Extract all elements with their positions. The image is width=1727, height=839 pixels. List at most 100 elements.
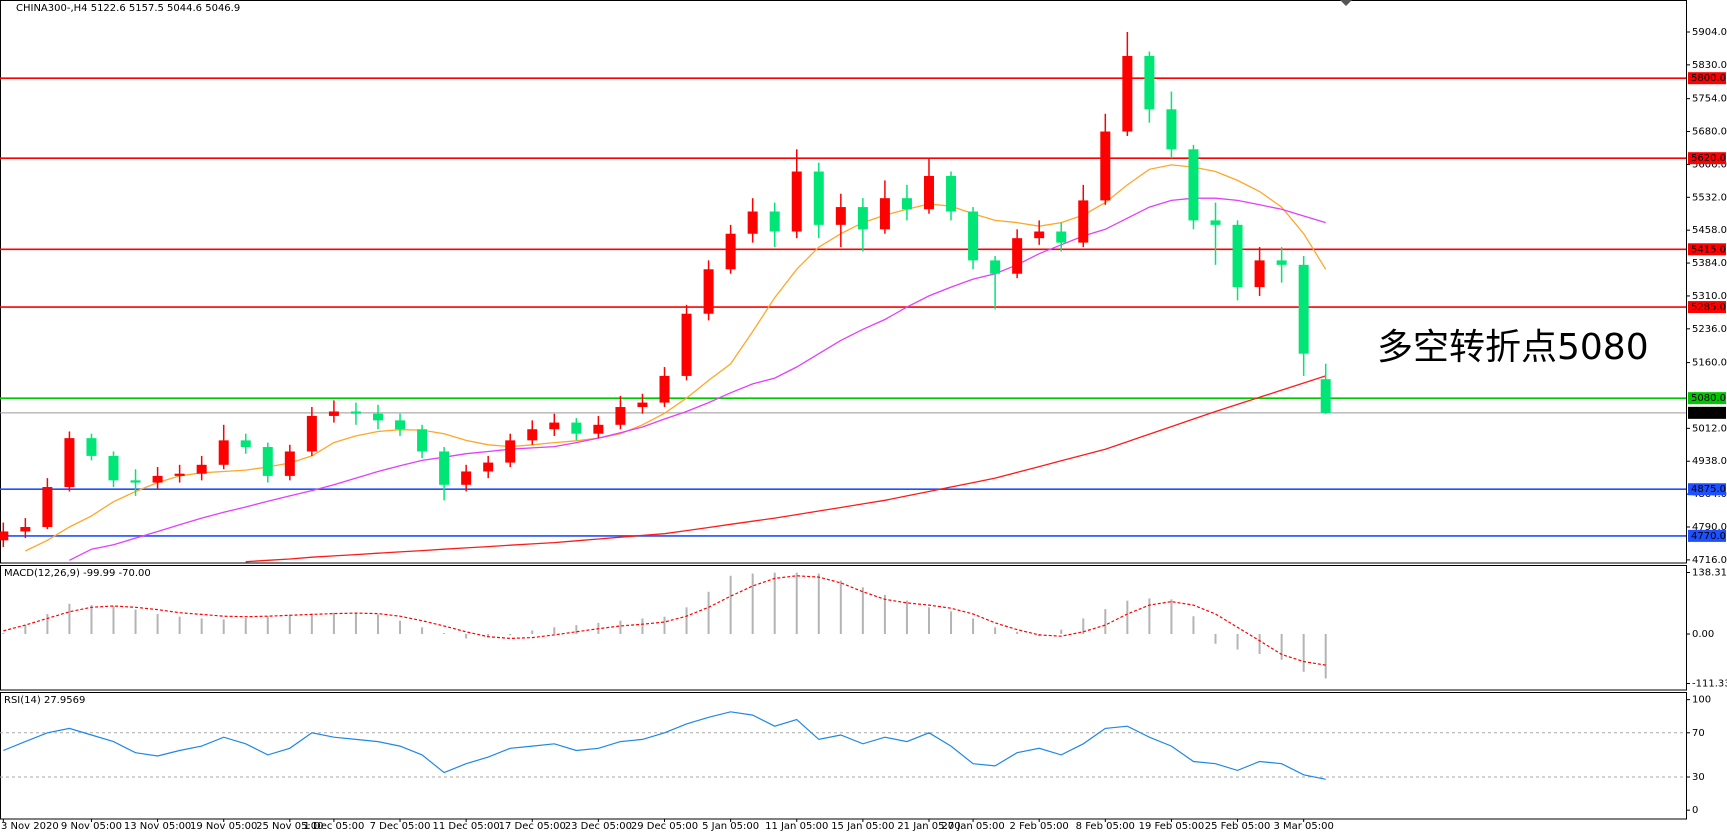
level-label-box [1688, 152, 1726, 165]
chart-header: CHINA300-,H4 5122.6 5157.5 5044.6 5046.9 [16, 3, 240, 14]
x-tick-label: 11 Dec 05:00 [433, 821, 500, 832]
candle-body [571, 422, 582, 434]
candle-body [174, 473, 185, 476]
x-tick-label: 7 Dec 05:00 [370, 821, 431, 832]
candle-body [108, 455, 119, 481]
y-tick-label: 5310.0 [1692, 291, 1727, 302]
candle-body [1166, 109, 1177, 150]
candle-body [284, 451, 295, 476]
y-tick-label: 4938.0 [1692, 456, 1727, 467]
candle-body [901, 198, 912, 210]
candle-body [86, 438, 97, 456]
level-label: 5080.0 [1691, 393, 1726, 404]
candle-body [549, 422, 560, 430]
candle-body [1122, 55, 1133, 132]
y-tick-label: 5680.0 [1692, 127, 1727, 138]
y-tick-label: -111.33 [1692, 678, 1727, 689]
candle-body [769, 211, 780, 232]
x-tick-label: 25 Nov 05:00 [256, 821, 323, 832]
x-tick-label: 1 Dec 05:00 [303, 821, 364, 832]
candle-body [130, 480, 141, 483]
moving-average [245, 375, 1326, 563]
level-label-box [1688, 301, 1726, 314]
candle-body [527, 429, 538, 441]
y-tick-label: 5606.0 [1692, 159, 1727, 170]
candle-body [483, 462, 494, 472]
level-label-box [1688, 529, 1726, 542]
y-tick-label: 5160.0 [1692, 358, 1727, 369]
candle-body [637, 402, 648, 408]
candle-body [593, 424, 604, 434]
y-tick-label: 138.31 [1692, 568, 1727, 579]
x-tick-label: 29 Dec 05:00 [631, 821, 698, 832]
x-tick-label: 19 Feb 05:00 [1139, 821, 1205, 832]
candle-body [306, 415, 317, 452]
candle-body [64, 438, 75, 488]
candle-body [857, 207, 868, 230]
main-panel-frame [0, 0, 1687, 564]
y-tick-label: 5532.0 [1692, 192, 1727, 203]
candle-body [372, 413, 383, 421]
candle-body [813, 171, 824, 225]
candle-body [1298, 264, 1309, 354]
candle-body [703, 269, 714, 314]
y-tick-label: 5830.0 [1692, 60, 1727, 71]
candle-body [0, 531, 9, 541]
y-tick-label: 0 [1692, 805, 1698, 816]
candle-body [615, 407, 626, 425]
candle-body [152, 475, 163, 483]
x-tick-label: 15 Jan 05:00 [831, 821, 894, 832]
level-label: 5620.0 [1691, 153, 1726, 164]
candle-body [20, 527, 31, 532]
x-tick-label: 23 Dec 05:00 [565, 821, 632, 832]
candle-body [659, 375, 670, 403]
x-tick-label: 27 Jan 05:00 [941, 821, 1004, 832]
candle-body [1232, 224, 1243, 288]
x-tick-label: 21 Jan 05:00 [897, 821, 960, 832]
candle-body [1320, 379, 1331, 413]
candle-body [1056, 231, 1067, 243]
y-tick-label: 5012.0 [1692, 423, 1727, 434]
y-tick-label: 5384.0 [1692, 258, 1727, 269]
candle-body [395, 420, 406, 430]
candle-body [505, 440, 516, 463]
candle-body [1254, 260, 1265, 288]
candle-body [725, 233, 736, 270]
candle-body [240, 440, 251, 448]
shift-marker [1340, 0, 1352, 6]
candle-body [1100, 131, 1111, 201]
x-tick-label: 8 Feb 05:00 [1076, 821, 1135, 832]
y-tick-label: 5904.0 [1692, 27, 1727, 38]
level-label-box [1688, 392, 1726, 405]
candle-body [791, 171, 802, 232]
candle-body [1144, 55, 1155, 110]
y-tick-label: 5458.0 [1692, 225, 1727, 236]
candle-body [968, 211, 979, 261]
y-tick-label: 5754.0 [1692, 94, 1727, 105]
candle-body [747, 211, 758, 234]
y-tick-label: 0.00 [1692, 629, 1714, 640]
x-tick-label: 13 Nov 05:00 [124, 821, 191, 832]
macd-panel-frame [0, 565, 1687, 691]
level-label: 4770.0 [1691, 531, 1726, 542]
x-tick-label: 5 Jan 05:00 [702, 821, 759, 832]
x-tick-label: 9 Nov 05:00 [61, 821, 122, 832]
candle-body [1276, 260, 1287, 265]
candle-body [879, 198, 890, 230]
x-tick-label: 2 Feb 05:00 [1010, 821, 1069, 832]
y-tick-label: 4716.0 [1692, 555, 1727, 566]
candle-body [262, 447, 273, 476]
level-label: 4875.0 [1691, 484, 1726, 495]
x-tick-label: 17 Dec 05:00 [499, 821, 566, 832]
candle-body [42, 487, 53, 528]
y-tick-label: 5236.0 [1692, 324, 1727, 335]
level-label: 5415.0 [1691, 244, 1726, 255]
candle-body [835, 207, 846, 225]
candle-body [923, 175, 934, 210]
y-tick-label: 4790.0 [1692, 522, 1727, 533]
candle-body [1078, 200, 1089, 243]
candle-body [350, 411, 361, 414]
x-tick-label: 19 Nov 05:00 [190, 821, 257, 832]
